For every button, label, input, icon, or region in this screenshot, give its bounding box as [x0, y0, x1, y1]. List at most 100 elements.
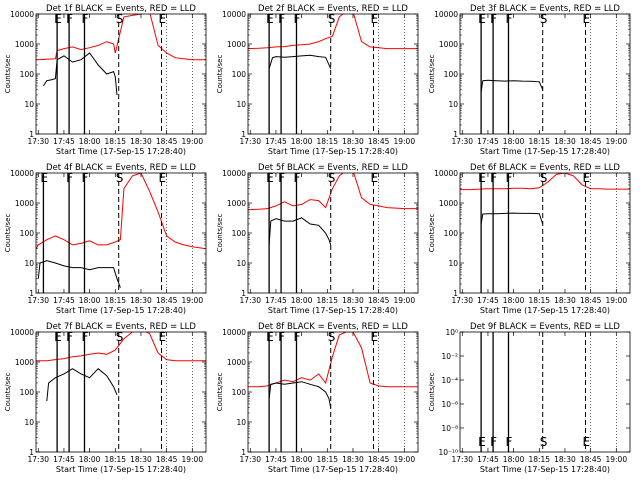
x-tick-label: 18:30 — [554, 455, 576, 464]
marker-label: S — [116, 12, 124, 26]
x-tick-label: 17:45 — [53, 137, 75, 146]
x-tick-label: 18:00 — [291, 455, 313, 464]
x-tick-label: 17:45 — [265, 137, 287, 146]
events-series-line — [480, 212, 544, 225]
marker-label: E — [478, 171, 486, 185]
marker-label: S — [540, 171, 548, 185]
x-axis-label: Start Time (17-Sep-15 17:28:40) — [268, 465, 398, 474]
y-tick-label: 100 — [444, 70, 459, 79]
marker-label: F — [505, 12, 512, 26]
y-tick-label: 100 — [20, 229, 35, 238]
x-tick-label: 18:00 — [291, 137, 313, 146]
chart-title: Det 4f BLACK = Events, RED = LLD — [46, 163, 196, 173]
y-axis-label: Counts/sec — [4, 373, 12, 412]
y-tick-label: 1000 — [227, 199, 246, 208]
y-tick-label: 10⁻⁶ — [441, 400, 458, 409]
x-tick-label: 18:45 — [580, 137, 602, 146]
x-tick-label: 17:30 — [27, 137, 49, 146]
marker-label: E — [159, 330, 167, 344]
y-tick-label: 1000 — [15, 199, 34, 208]
x-tick-label: 18:45 — [156, 137, 178, 146]
events-series-line — [46, 368, 118, 402]
marker-label: F — [81, 330, 88, 344]
marker-label: E — [371, 330, 379, 344]
y-tick-label: 100 — [20, 70, 35, 79]
x-axis-label: Start Time (17-Sep-15 17:28:40) — [56, 306, 186, 315]
x-axis-label: Start Time (17-Sep-15 17:28:40) — [268, 306, 398, 315]
y-tick-label: 1 — [241, 130, 246, 139]
x-tick-label: 17:30 — [451, 137, 473, 146]
y-axis-label: Counts/sec — [428, 373, 436, 412]
marker-label: S — [116, 330, 124, 344]
y-tick-label: 10 — [448, 100, 458, 109]
marker-label: F — [66, 171, 73, 185]
marker-label: E — [371, 171, 379, 185]
x-tick-label: 18:15 — [528, 296, 550, 305]
marker-label: F — [66, 330, 73, 344]
events-series-line — [37, 260, 121, 288]
x-tick-label: 19:00 — [181, 137, 203, 146]
y-tick-label: 100 — [232, 229, 247, 238]
x-tick-label: 18:15 — [316, 296, 338, 305]
x-tick-label: 19:00 — [605, 137, 627, 146]
y-tick-label: 10⁻⁴ — [441, 376, 458, 385]
y-tick-label: 10000 — [434, 10, 458, 19]
marker-label: S — [328, 12, 336, 26]
y-tick-label: 10000 — [10, 10, 34, 19]
y-tick-label: 10⁻⁸ — [441, 424, 458, 433]
x-tick-label: 18:00 — [503, 296, 525, 305]
x-tick-label: 18:45 — [156, 296, 178, 305]
marker-label: E — [266, 12, 274, 26]
series-group — [460, 173, 630, 225]
lld-series-line — [36, 173, 206, 250]
x-axis-label: Start Time (17-Sep-15 17:28:40) — [268, 147, 398, 156]
lld-series-line — [36, 332, 206, 362]
marker-label: F — [66, 12, 73, 26]
series-group — [36, 173, 206, 288]
plot-frame — [35, 13, 207, 135]
events-series-line — [268, 381, 332, 408]
x-tick-label: 18:30 — [342, 455, 364, 464]
x-tick-label: 18:00 — [79, 455, 101, 464]
y-tick-label: 10000 — [222, 169, 246, 178]
x-tick-label: 17:30 — [239, 296, 261, 305]
marker-label: E — [583, 171, 591, 185]
y-tick-label: 10 — [448, 259, 458, 268]
marker-label: F — [278, 171, 285, 185]
y-tick-label: 1 — [453, 289, 458, 298]
plot-frame — [247, 172, 419, 294]
y-tick-label: 100 — [232, 388, 247, 397]
marker-label: E — [159, 12, 167, 26]
x-axis-label: Start Time (17-Sep-15 17:28:40) — [480, 147, 610, 156]
y-tick-label: 10 — [24, 418, 34, 427]
x-tick-label: 17:45 — [477, 455, 499, 464]
x-tick-label: 18:45 — [368, 137, 390, 146]
y-tick-label: 10000 — [10, 328, 34, 337]
y-tick-label: 10 — [24, 259, 34, 268]
x-tick-label: 18:45 — [580, 455, 602, 464]
x-tick-label: 18:45 — [368, 296, 390, 305]
y-tick-label: 1000 — [15, 40, 34, 49]
x-tick-label: 19:00 — [605, 455, 627, 464]
y-tick-label: 1000 — [15, 358, 34, 367]
x-tick-label: 19:00 — [181, 455, 203, 464]
marker-label: E — [54, 12, 62, 26]
marker-label: S — [328, 330, 336, 344]
y-tick-label: 10000 — [222, 328, 246, 337]
marker-label: E — [159, 171, 167, 185]
y-tick-label: 10 — [236, 100, 246, 109]
y-tick-label: 10 — [236, 259, 246, 268]
chart-title: Det 3f BLACK = Events, RED = LLD — [470, 4, 620, 14]
plot-frame — [459, 172, 631, 294]
marker-label: E — [583, 12, 591, 26]
y-tick-label: 1 — [241, 289, 246, 298]
marker-label: E — [266, 330, 274, 344]
x-tick-label: 19:00 — [393, 455, 415, 464]
